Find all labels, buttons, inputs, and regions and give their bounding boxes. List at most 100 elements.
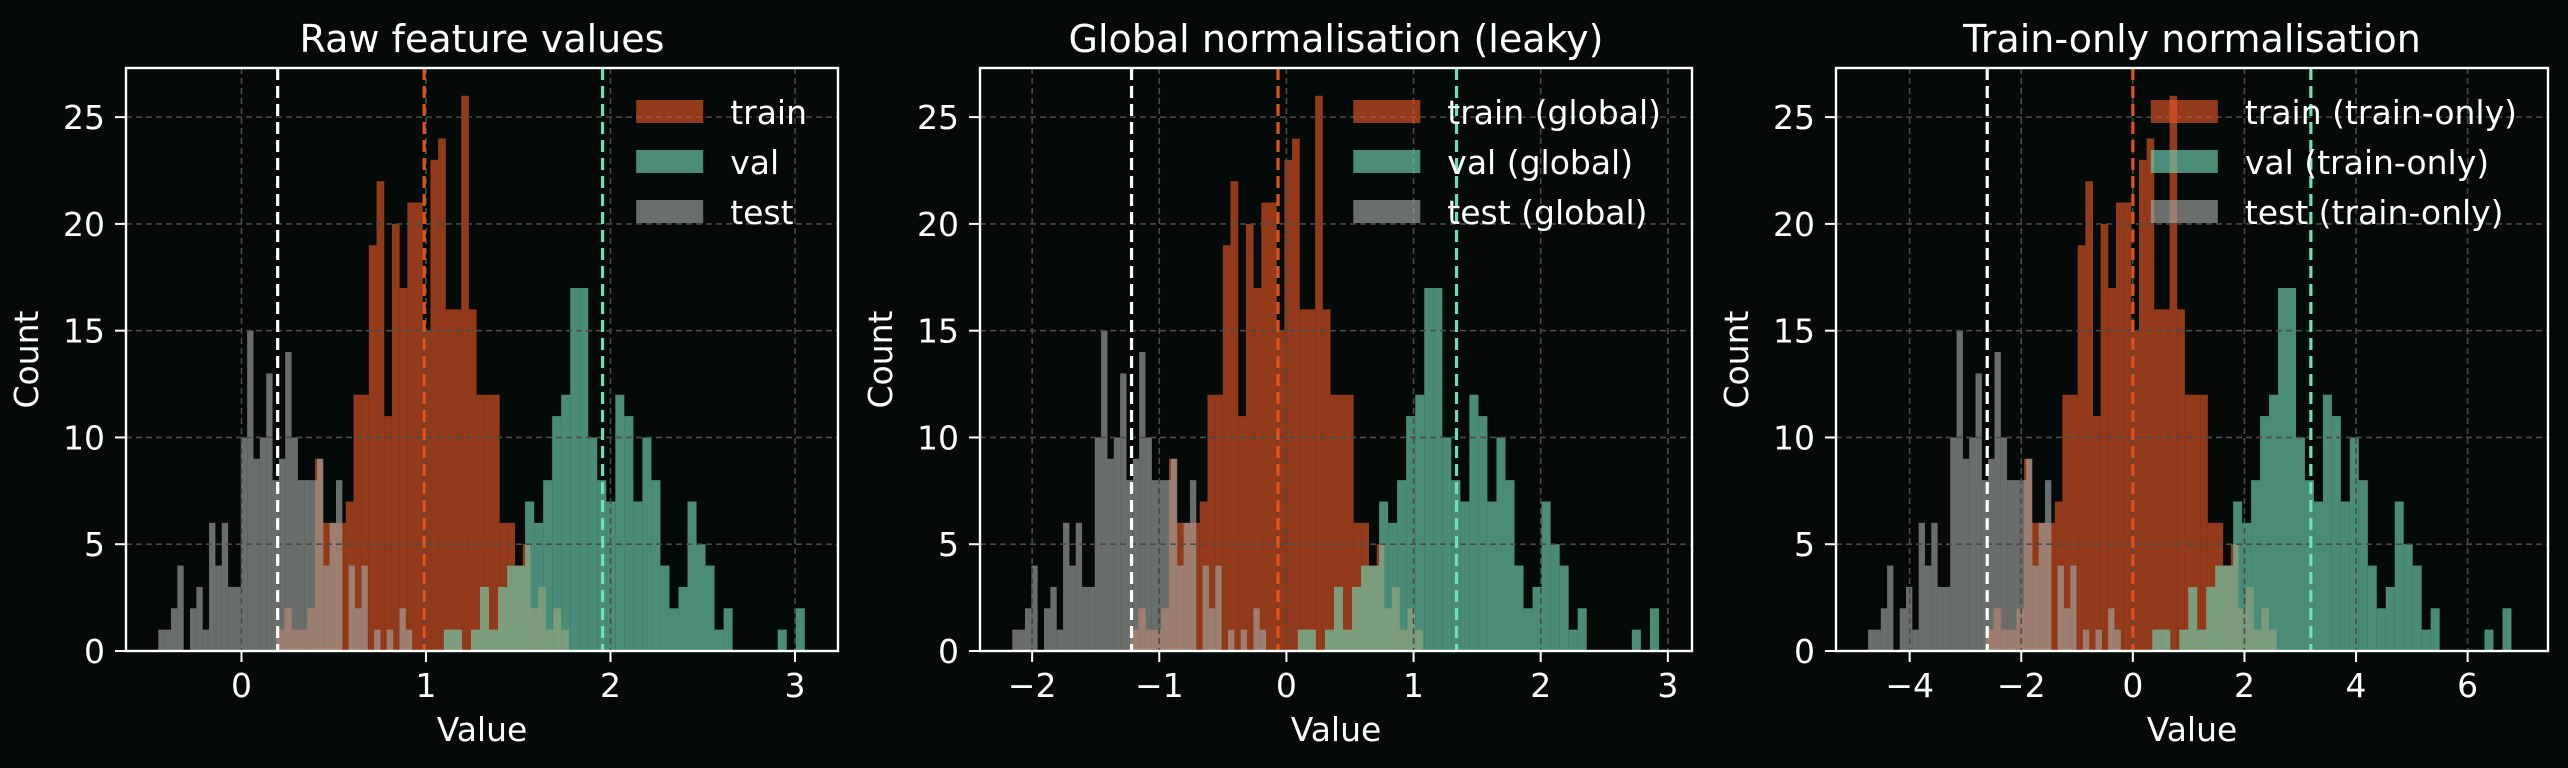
histogram-bar <box>1253 287 1262 651</box>
histogram-bar <box>2115 202 2124 652</box>
histogram-bar <box>2095 629 2102 651</box>
histogram-bar <box>1649 608 1659 651</box>
histogram-bar <box>1956 330 1963 651</box>
y-tick-label: 5 <box>84 525 105 564</box>
histogram-bar <box>2161 309 2170 651</box>
histogram-bar <box>2082 629 2090 651</box>
histogram-bar <box>2340 501 2350 651</box>
legend-label: test (train-only) <box>2245 193 2504 232</box>
histogram-bar <box>285 352 292 651</box>
histogram-bar <box>2123 202 2132 652</box>
histogram-bar <box>407 202 416 652</box>
histogram-bar <box>158 629 165 651</box>
histogram-bar <box>355 608 362 651</box>
histogram-bar <box>1240 629 1248 651</box>
y-tick-label: 10 <box>63 418 105 457</box>
legend-swatch <box>1353 200 1421 223</box>
legend-label: test (global) <box>1447 193 1647 232</box>
histogram-bar <box>1207 394 1216 651</box>
histogram-bar <box>1397 480 1407 651</box>
histogram-bar <box>2376 608 2386 651</box>
histogram-bar <box>228 586 235 651</box>
histogram-bar <box>1189 480 1197 651</box>
histogram-bar <box>1170 458 1178 651</box>
histogram-bar <box>468 309 477 651</box>
legend-label: val <box>730 143 779 182</box>
histogram-bar <box>579 287 589 651</box>
histogram-bar <box>2131 330 2139 651</box>
histogram-bar <box>316 458 324 651</box>
histogram-bar <box>430 159 439 652</box>
histogram-bar <box>1988 458 1995 651</box>
histogram-bar <box>624 416 634 651</box>
histogram-bar <box>1631 629 1641 651</box>
y-tick-label: 0 <box>1794 632 1815 671</box>
histogram-bar <box>384 416 392 651</box>
histogram-bar <box>696 544 706 651</box>
histogram-bar <box>336 480 343 651</box>
histogram-bar <box>399 608 406 651</box>
y-tick-label: 5 <box>1794 525 1815 564</box>
y-tick-label: 0 <box>84 632 105 671</box>
histogram-bar <box>678 586 688 651</box>
histogram-bar <box>1132 458 1140 651</box>
y-tick-label: 15 <box>63 312 105 351</box>
histogram-bar <box>1379 501 1389 651</box>
histogram-bar <box>2070 394 2078 651</box>
histogram-bar <box>1164 480 1171 651</box>
legend-swatch <box>636 100 704 123</box>
histogram-bar <box>1969 437 1976 651</box>
histogram-bar <box>1253 608 1260 651</box>
histogram-bar <box>669 608 679 651</box>
histogram-bar <box>2108 287 2116 651</box>
legend-item-test: test (train-only) <box>2150 193 2504 232</box>
histogram-bar <box>476 394 485 651</box>
histogram-bar <box>445 309 454 651</box>
histogram-bar <box>259 437 267 651</box>
histogram-bar <box>2313 501 2323 651</box>
histogram-bar <box>1912 629 1919 651</box>
histogram-bar <box>588 437 598 651</box>
histogram-bar <box>2188 586 2198 651</box>
histogram-bar <box>1113 437 1121 651</box>
histogram-bar <box>291 437 298 651</box>
histogram-bar <box>310 480 317 651</box>
y-tick-label: 20 <box>1773 205 1815 244</box>
x-tick-label: 1 <box>1403 666 1424 705</box>
histogram-bar <box>1050 586 1057 651</box>
legend-item-val: val (global) <box>1353 143 1633 182</box>
histogram-bar <box>606 501 616 651</box>
histogram-bar <box>1297 629 1307 651</box>
histogram-bar <box>2169 95 2178 651</box>
histogram-bar <box>329 522 337 651</box>
legend-label: train <box>730 93 807 132</box>
histogram-bar <box>795 608 805 651</box>
y-tick-label: 10 <box>917 418 959 457</box>
histogram-bar <box>376 181 385 651</box>
histogram-bar <box>353 394 362 651</box>
legend-label: train (train-only) <box>2245 93 2517 132</box>
histogram-bar <box>1433 287 1443 651</box>
histogram-bar <box>1315 95 1323 651</box>
histogram-bar <box>1120 373 1127 651</box>
histogram-bar <box>190 608 197 651</box>
histogram-bar <box>443 629 453 651</box>
y-tick-label: 25 <box>63 98 105 137</box>
histogram-bar <box>1469 394 1479 651</box>
legend-item-val: val <box>636 143 779 182</box>
histogram-bar <box>615 394 625 651</box>
histogram-bar <box>484 394 492 651</box>
histogram-bar <box>1899 608 1907 651</box>
histogram-bar <box>461 95 469 651</box>
histogram-bar <box>1012 629 1019 651</box>
y-tick-label: 25 <box>917 98 959 137</box>
histogram-bar <box>2502 608 2512 651</box>
legend-swatch <box>1353 100 1421 123</box>
histogram-bar <box>1415 394 1425 651</box>
histogram-bar <box>164 629 171 651</box>
histogram-bar <box>2184 394 2193 651</box>
histogram-bar <box>348 565 356 651</box>
chart-title: Raw feature values <box>300 17 665 61</box>
histogram-bar <box>452 629 462 651</box>
histogram-bar <box>1228 629 1235 651</box>
